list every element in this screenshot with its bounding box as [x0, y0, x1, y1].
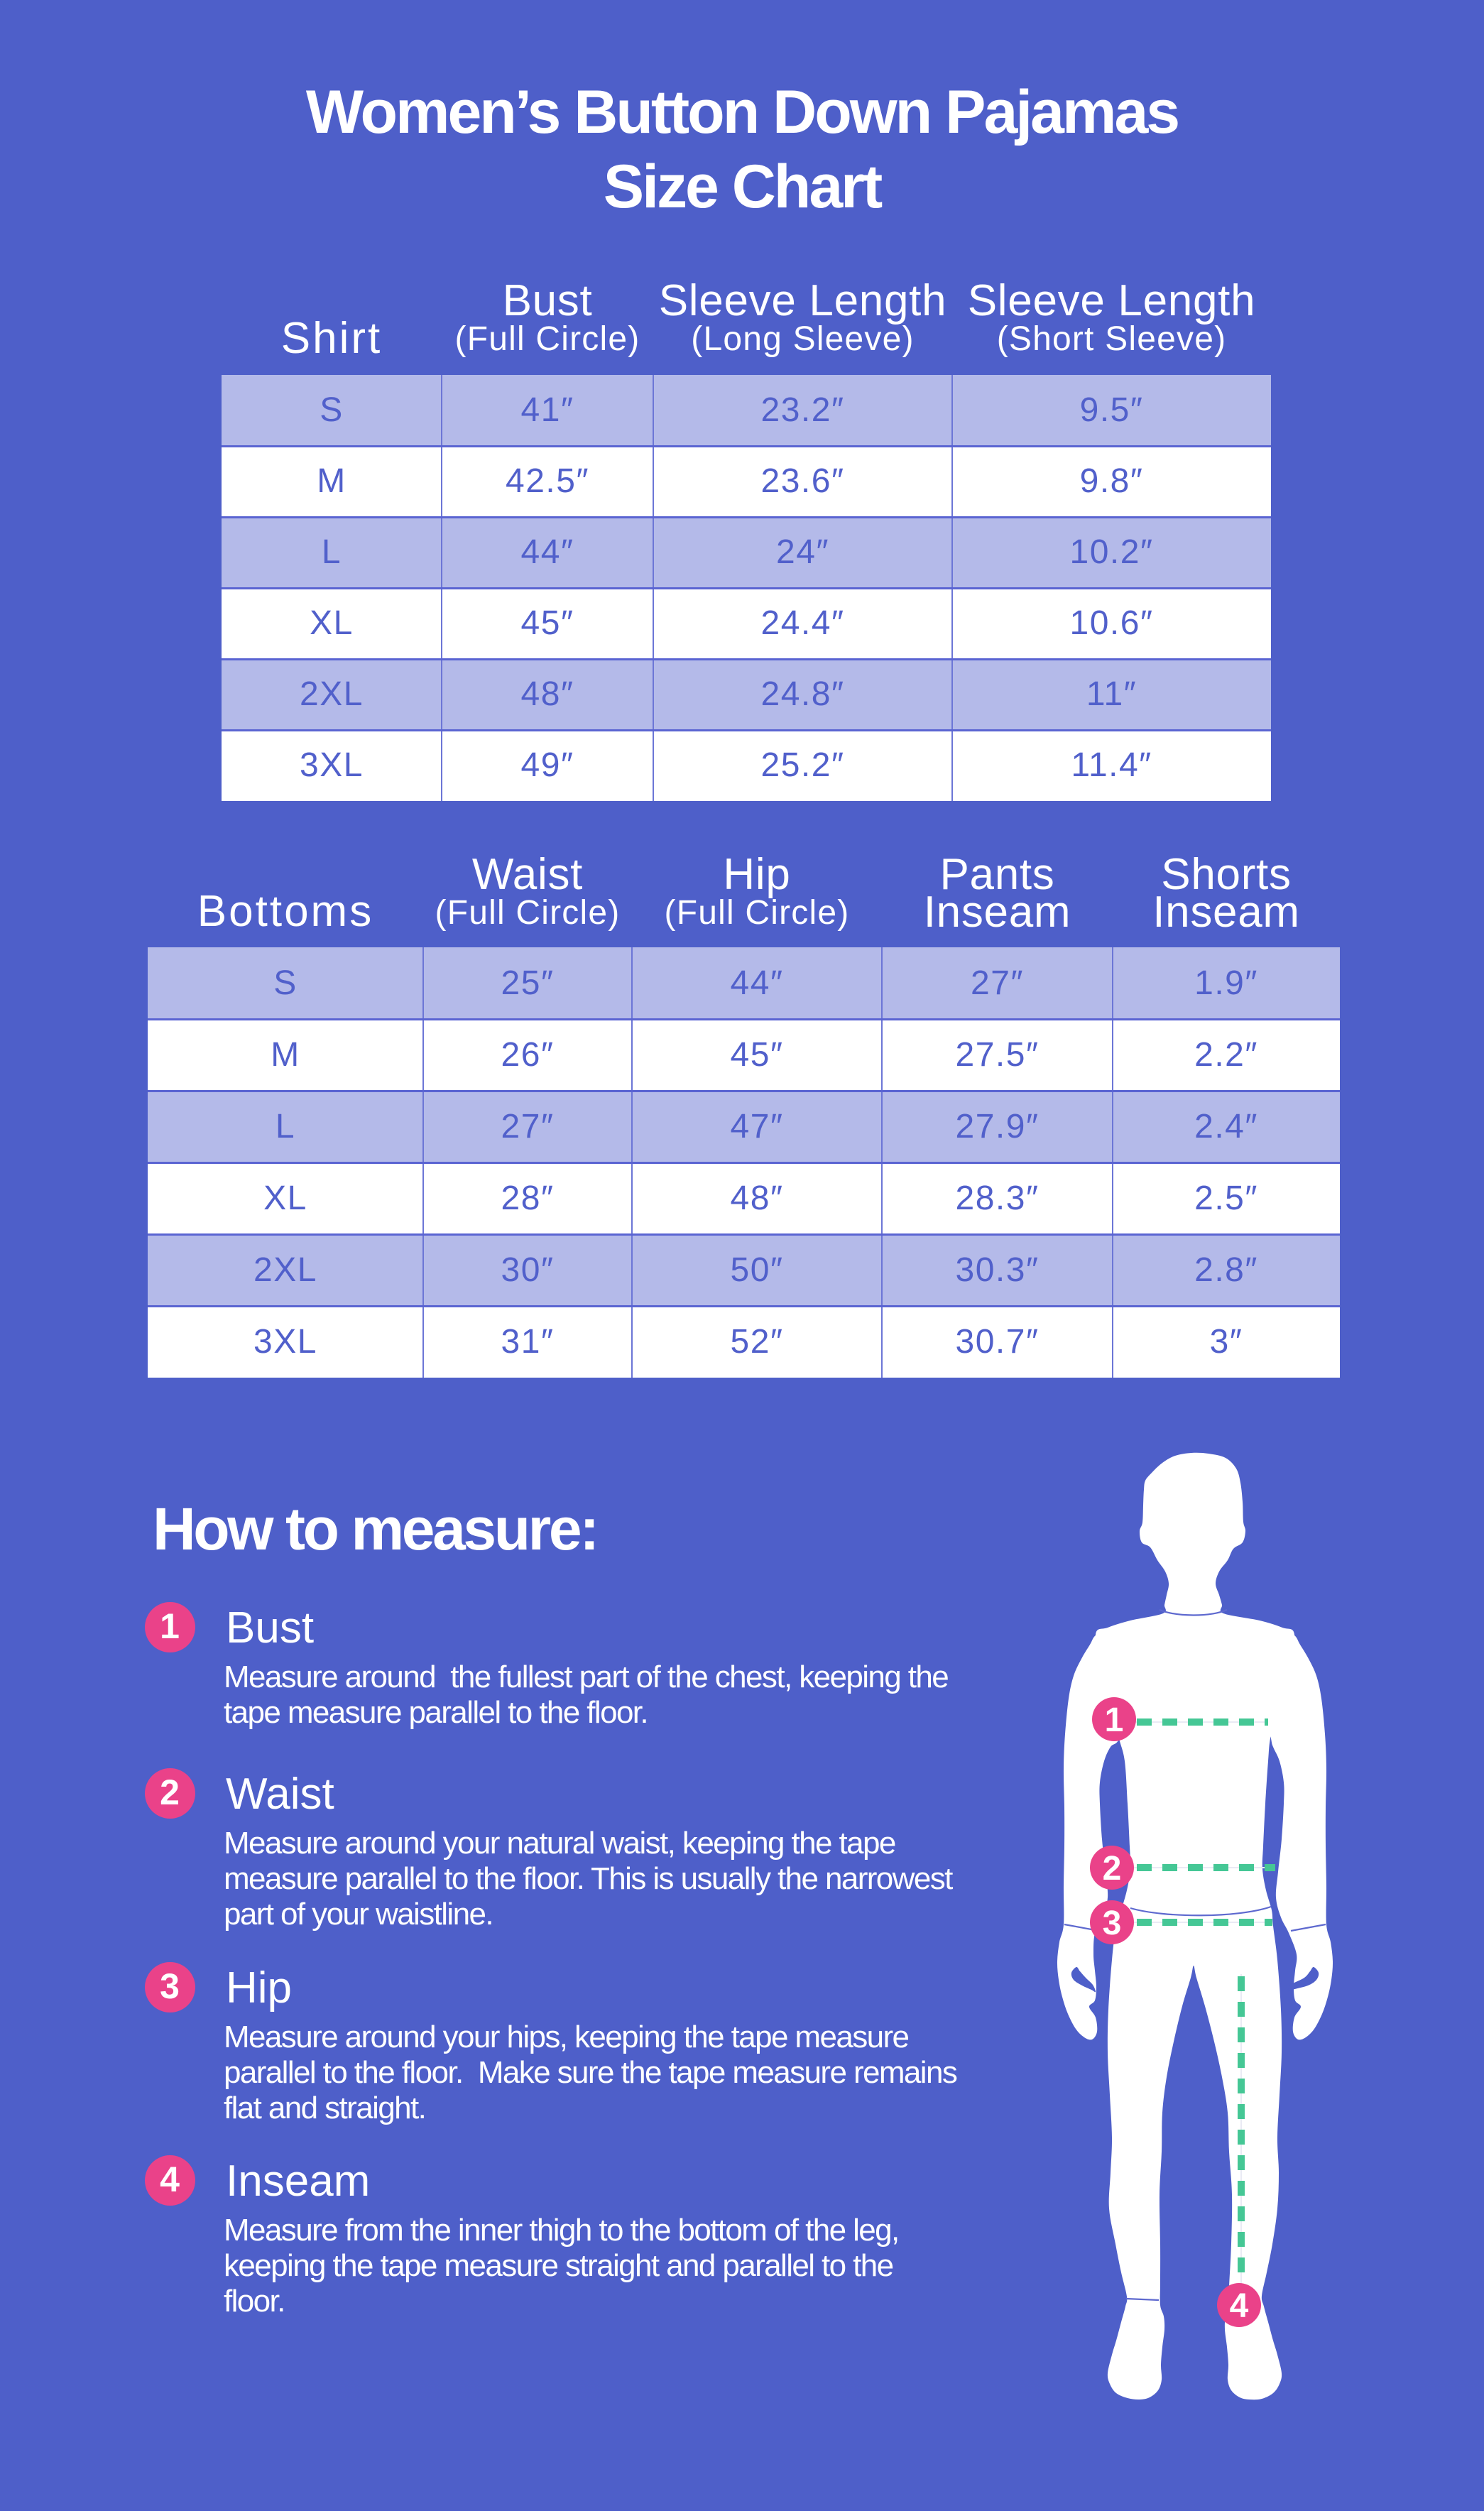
svg-text:4: 4: [1230, 2287, 1249, 2325]
svg-text:2: 2: [1103, 1850, 1122, 1888]
svg-text:3: 3: [1103, 1905, 1122, 1942]
svg-text:1: 1: [1105, 1701, 1124, 1739]
